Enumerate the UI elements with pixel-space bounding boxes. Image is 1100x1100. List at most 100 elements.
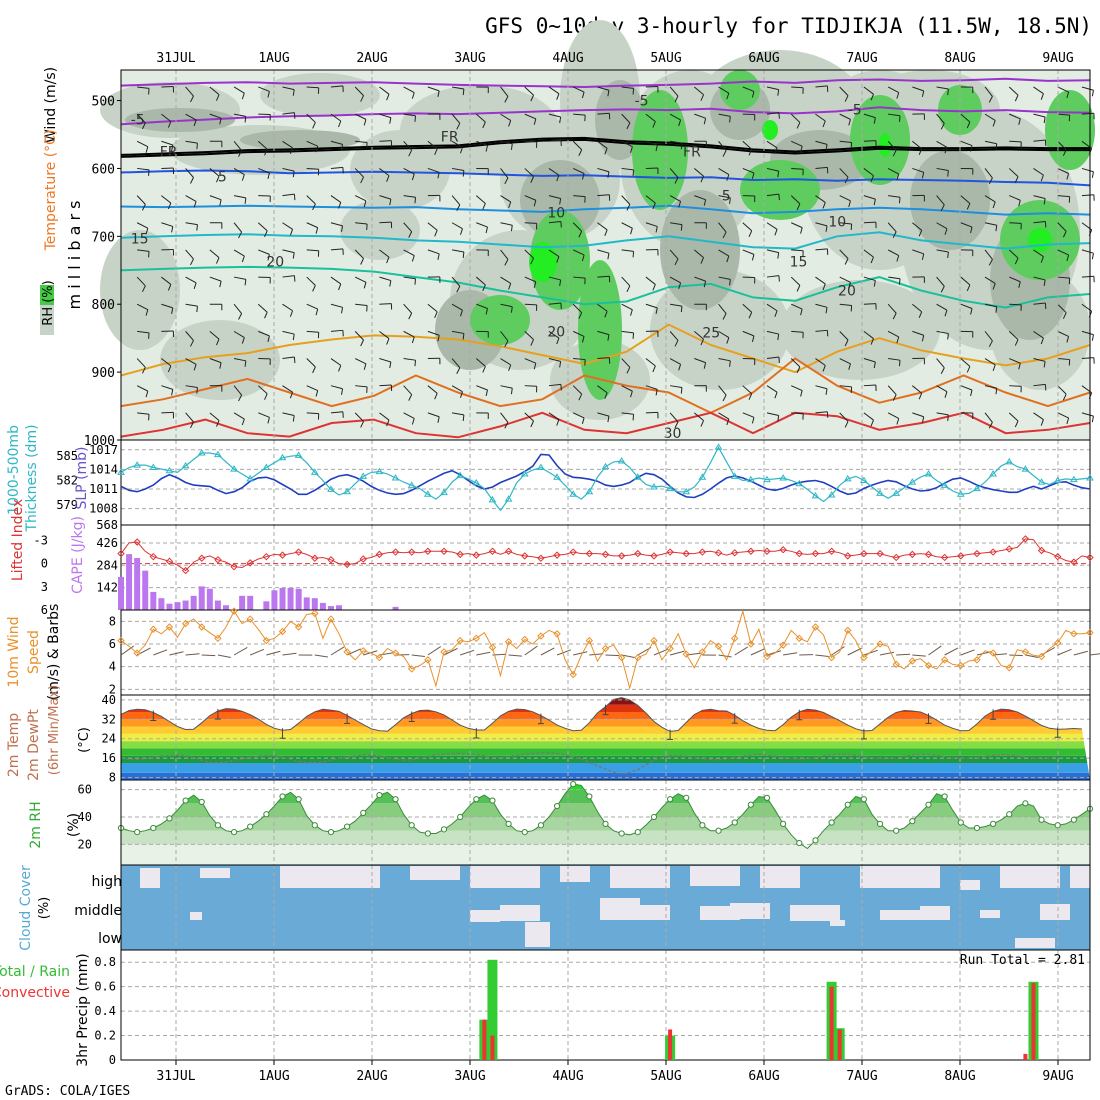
rh-point: [376, 791, 383, 799]
surface-wind-barb: [944, 647, 959, 656]
wind-barb-flag: [414, 360, 417, 367]
wind-barb: [960, 222, 973, 228]
cape-bar: [198, 586, 205, 610]
wind-barb-flag: [312, 122, 316, 129]
wind-barb: [960, 113, 971, 123]
wind-barb: [573, 113, 586, 116]
wind-barb: [1057, 412, 1069, 419]
rh-saturated-region: [529, 242, 557, 282]
wind-barb-flag: [1014, 339, 1019, 346]
wind-barb-flag: [678, 201, 682, 208]
wind-barb: [621, 113, 631, 124]
ytick-label: 500: [92, 95, 115, 110]
wind-barb: [306, 167, 319, 170]
thickness-point: [359, 472, 368, 479]
wind-barb: [815, 385, 828, 390]
wind-barb: [306, 86, 319, 89]
wind-barb-flag: [630, 390, 633, 398]
wind-barb: [233, 86, 245, 94]
wind-barb: [1009, 303, 1022, 306]
wind-barb-flag: [873, 361, 876, 369]
wind-barb: [742, 249, 755, 255]
cloud-gap: [830, 920, 845, 926]
wind-barb-flag: [1018, 281, 1021, 288]
wind-barb-flag: [267, 91, 270, 98]
wind-barb-flag: [504, 422, 509, 429]
wind-barb: [548, 383, 561, 387]
lifted-point: [730, 549, 739, 557]
cloud-gap: [200, 868, 230, 878]
date-label-top: 4AUG: [552, 51, 583, 66]
wind-barb: [669, 249, 679, 260]
wind-barb-flag: [870, 256, 874, 264]
wind-barb-flag: [408, 312, 413, 320]
wind-barb-flag: [966, 284, 971, 292]
thickness-label: Thickness (dm): [24, 424, 40, 532]
wind-barb: [1033, 86, 1044, 95]
wind-barb-flag: [460, 391, 463, 398]
wind-tick-label: 8: [109, 614, 116, 628]
wind-barb-flag: [437, 253, 440, 260]
wind-barb: [161, 222, 173, 227]
wind-barb-flag: [141, 367, 146, 374]
thickness-point: [407, 481, 416, 488]
wind-barb: [936, 330, 949, 334]
wind-barb: [355, 303, 368, 306]
wind-speed-point: [1037, 652, 1046, 661]
wind-speed-point: [730, 634, 739, 643]
rh-point: [198, 798, 205, 806]
wind-speed-point: [666, 644, 674, 653]
wind-barb-flag: [386, 419, 390, 427]
wind-barb: [1033, 412, 1044, 420]
cape-bar: [158, 598, 165, 610]
wind-barb-flag: [870, 175, 874, 182]
wind-barb-flag: [530, 339, 534, 346]
isotherm-line: [120, 77, 1091, 89]
wind-barb: [694, 358, 706, 364]
wind-barbs: [136, 85, 1095, 429]
wind-barb: [621, 86, 634, 89]
wind-barb: [766, 140, 778, 149]
wind-barb: [500, 168, 509, 179]
lifted-point: [424, 547, 432, 555]
wind-barb-flag: [462, 414, 465, 421]
wind-barb-flag: [485, 145, 488, 152]
wind-barb: [1033, 220, 1046, 224]
surface-wind-barb: [815, 654, 829, 658]
upper-air-ylabel: m i l l i b a r s: [65, 201, 84, 310]
surface-wind-barb: [960, 649, 975, 656]
wind-barb-flag: [386, 256, 390, 264]
lifted-label: Lifted Index: [10, 499, 26, 581]
wind-barb: [379, 195, 392, 200]
wind-speed-point: [650, 636, 658, 645]
wind-barb: [1081, 167, 1094, 173]
wind-barb: [330, 113, 342, 122]
rh-high-region: [910, 150, 990, 250]
ytick-label: 800: [92, 298, 115, 313]
wind-barb: [282, 222, 293, 230]
isotherm-line: [120, 136, 1090, 156]
wind-barb: [548, 139, 561, 142]
wind-barb-flag: [167, 202, 172, 210]
wind-barb: [524, 168, 534, 177]
wind-barb: [670, 140, 683, 144]
lifted-point: [262, 552, 271, 561]
wind-barb-flag: [244, 279, 247, 286]
wind-barb: [1057, 303, 1067, 314]
lifted-point: [1005, 545, 1013, 553]
cape-bar: [142, 570, 149, 610]
wind-barb: [718, 140, 727, 151]
wind-barb: [354, 113, 367, 120]
contour-label: 15: [790, 254, 808, 270]
wind-barb: [887, 330, 899, 338]
surface-wind-barb: [912, 654, 926, 657]
wind-barb: [984, 276, 996, 284]
surface-wind-barb: [863, 649, 878, 656]
wind-barb-flag: [918, 230, 923, 237]
rh-tick-label: 20: [78, 837, 92, 851]
rh2m-label: (%): [66, 813, 82, 837]
wind-barb: [984, 140, 997, 145]
wind-barb: [161, 195, 172, 204]
wind-barb: [233, 168, 245, 176]
wind-barb: [185, 249, 194, 260]
